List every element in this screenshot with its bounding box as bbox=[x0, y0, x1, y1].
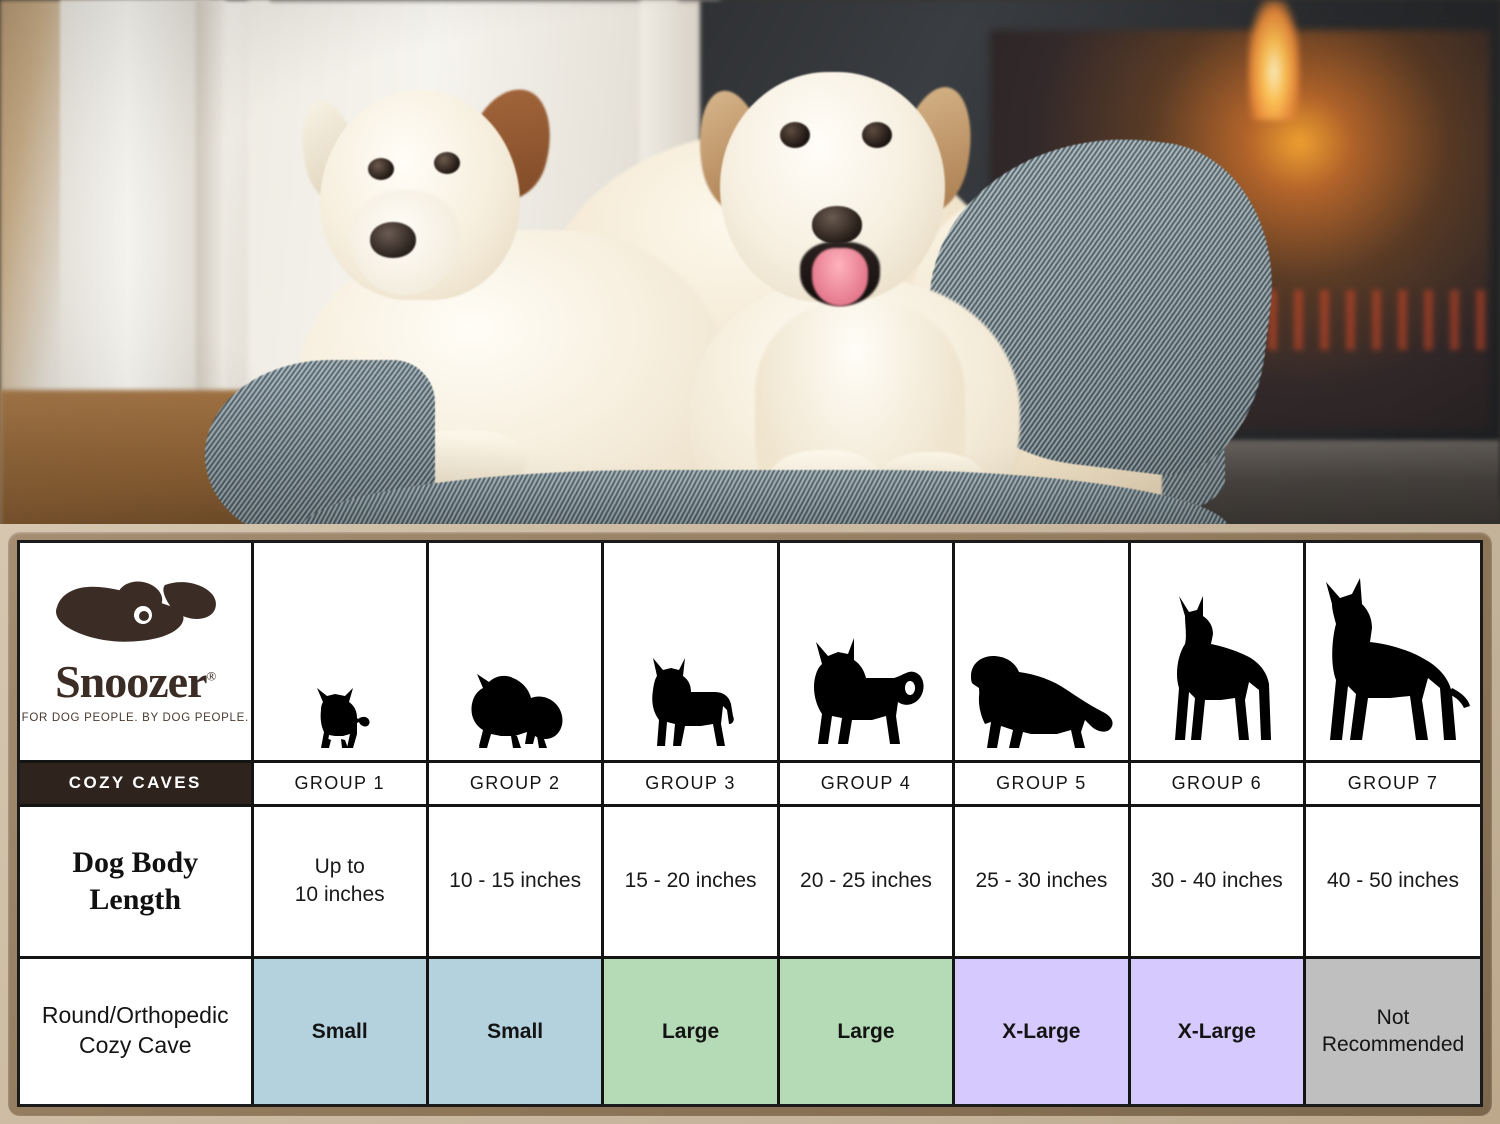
length-value-1-line1: Up to bbox=[314, 854, 365, 878]
hero-photo bbox=[0, 0, 1500, 532]
row-header-line-1: Dog Body bbox=[72, 845, 199, 879]
photo-dog-left-nose bbox=[370, 222, 416, 258]
group-label-4: GROUP 4 bbox=[820, 772, 912, 793]
group-header-cell-3: GROUP 3 bbox=[601, 759, 780, 807]
group-header-cell-7: GROUP 7 bbox=[1303, 759, 1480, 807]
row-header-line-2: Length bbox=[89, 883, 182, 916]
length-value-1-line2: 10 inches bbox=[294, 883, 385, 906]
group-header-cell-4: GROUP 4 bbox=[776, 759, 956, 807]
doberman-silhouette-icon bbox=[1149, 594, 1285, 752]
recommendation-value-1: Small bbox=[311, 1019, 368, 1043]
recommendation-value-5: X-Large bbox=[1002, 1019, 1081, 1043]
photo-dog-right-tongue bbox=[812, 248, 868, 306]
size-chart-frame: Snoozer® FOR DOG PEOPLE. BY DOG PEOPLE. bbox=[0, 524, 1500, 1124]
length-cell-2: 10 - 15 inches bbox=[425, 803, 605, 959]
boston-terrier-silhouette-icon bbox=[641, 650, 741, 752]
group-label-7: GROUP 7 bbox=[1347, 772, 1439, 793]
cozy-caves-header-cell: COZY CAVES bbox=[20, 759, 254, 807]
length-value-6: 30 - 40 inches bbox=[1150, 868, 1283, 892]
chihuahua-silhouette-icon bbox=[305, 678, 375, 752]
recommendation-value-4: Large bbox=[837, 1019, 895, 1043]
length-value-3: 15 - 20 inches bbox=[624, 868, 757, 892]
photo-dog-left-eye-right bbox=[434, 152, 460, 174]
silhouette-cell-group-5 bbox=[952, 543, 1131, 763]
length-value-5: 25 - 30 inches bbox=[975, 868, 1108, 892]
silhouette-cell-group-1 bbox=[250, 543, 429, 763]
group-label-6: GROUP 6 bbox=[1171, 772, 1263, 793]
table-row-dog-body-length: Dog Body Length Up to 10 inches 10 - 15 … bbox=[20, 803, 1480, 959]
rec-row-header-line-2: Cozy Cave bbox=[79, 1032, 192, 1059]
group-header-cell-2: GROUP 2 bbox=[425, 759, 605, 807]
photo-dog-right-nose bbox=[812, 206, 862, 244]
golden-retriever-silhouette-icon bbox=[961, 632, 1121, 752]
recommendation-cell-3: Large bbox=[601, 955, 780, 1104]
length-cell-4: 20 - 25 inches bbox=[776, 803, 956, 959]
photo-door-frame bbox=[196, 0, 226, 440]
silhouette-cell-group-4 bbox=[776, 543, 956, 763]
cozy-caves-label: COZY CAVES bbox=[68, 773, 202, 792]
length-value-2: 10 - 15 inches bbox=[449, 868, 582, 892]
photo-flame bbox=[1248, 0, 1300, 120]
photo-dog-left-eye-left bbox=[368, 158, 394, 180]
group-header-cell-6: GROUP 6 bbox=[1127, 759, 1307, 807]
table-row-recommendation: Round/Orthopedic Cozy Cave Small Small L… bbox=[20, 955, 1480, 1104]
photo-vignette bbox=[0, 0, 1500, 532]
recommendation-cell-4: Large bbox=[776, 955, 956, 1104]
silhouette-cell-group-2 bbox=[425, 543, 605, 763]
group-label-1: GROUP 1 bbox=[294, 772, 385, 793]
recommendation-cell-5: X-Large bbox=[952, 955, 1131, 1104]
table-row-group-headers: COZY CAVES GROUP 1 GROUP 2 GROUP 3 GROUP… bbox=[20, 759, 1480, 807]
brand-tagline: FOR DOG PEOPLE. BY DOG PEOPLE. bbox=[21, 711, 249, 724]
silhouette-cell-group-3 bbox=[601, 543, 780, 763]
length-cell-3: 15 - 20 inches bbox=[601, 803, 780, 959]
recommendation-value-6: X-Large bbox=[1177, 1019, 1256, 1043]
length-cell-7: 40 - 50 inches bbox=[1303, 803, 1480, 959]
great-dane-silhouette-icon bbox=[1310, 564, 1476, 752]
length-cell-1: Up to 10 inches bbox=[250, 803, 429, 959]
photo-dog-right-eye-right bbox=[862, 122, 892, 148]
recommendation-cell-1: Small bbox=[250, 955, 429, 1104]
group-label-5: GROUP 5 bbox=[996, 772, 1087, 793]
recommendation-value-2: Small bbox=[487, 1019, 544, 1043]
row-header-round-orthopedic-cozy-cave: Round/Orthopedic Cozy Cave bbox=[20, 955, 254, 1104]
pomeranian-silhouette-icon bbox=[461, 666, 569, 752]
length-cell-5: 25 - 30 inches bbox=[952, 803, 1131, 959]
size-chart-container: Snoozer® FOR DOG PEOPLE. BY DOG PEOPLE. bbox=[17, 540, 1483, 1107]
recommendation-value-3: Large bbox=[661, 1019, 720, 1043]
shiba-inu-silhouette-icon bbox=[802, 632, 930, 752]
brand-logo-cell: Snoozer® FOR DOG PEOPLE. BY DOG PEOPLE. bbox=[20, 543, 254, 763]
photo-doorway bbox=[60, 0, 210, 430]
length-cell-6: 30 - 40 inches bbox=[1127, 803, 1307, 959]
silhouette-cell-group-7 bbox=[1303, 543, 1480, 763]
brand-name: Snoozer® bbox=[55, 655, 217, 707]
recommendation-value-7-line2: Recommended bbox=[1321, 1033, 1465, 1057]
rec-row-header-line-1: Round/Orthopedic bbox=[41, 1002, 229, 1029]
photo-dog-right-eye-left bbox=[780, 122, 810, 148]
length-value-7: 40 - 50 inches bbox=[1327, 868, 1459, 892]
recommendation-cell-7: Not Recommended bbox=[1303, 955, 1480, 1104]
group-header-cell-1: GROUP 1 bbox=[250, 759, 429, 807]
group-label-3: GROUP 3 bbox=[645, 772, 736, 793]
recommendation-cell-2: Small bbox=[425, 955, 605, 1104]
silhouette-cell-group-6 bbox=[1127, 543, 1307, 763]
row-header-dog-body-length: Dog Body Length bbox=[20, 803, 254, 959]
group-header-cell-5: GROUP 5 bbox=[952, 759, 1131, 807]
group-label-2: GROUP 2 bbox=[469, 772, 561, 793]
length-value-4: 20 - 25 inches bbox=[800, 868, 932, 892]
cozy-cave-rim-front bbox=[300, 470, 1230, 532]
size-chart-table: Snoozer® FOR DOG PEOPLE. BY DOG PEOPLE. bbox=[20, 543, 1480, 1104]
recommendation-value-7-line1: Not bbox=[1376, 1005, 1410, 1029]
snoozer-dog-logo-icon bbox=[47, 579, 223, 653]
table-row-silhouettes: Snoozer® FOR DOG PEOPLE. BY DOG PEOPLE. bbox=[20, 543, 1480, 763]
registered-trademark-icon: ® bbox=[206, 668, 217, 684]
recommendation-cell-6: X-Large bbox=[1127, 955, 1307, 1104]
